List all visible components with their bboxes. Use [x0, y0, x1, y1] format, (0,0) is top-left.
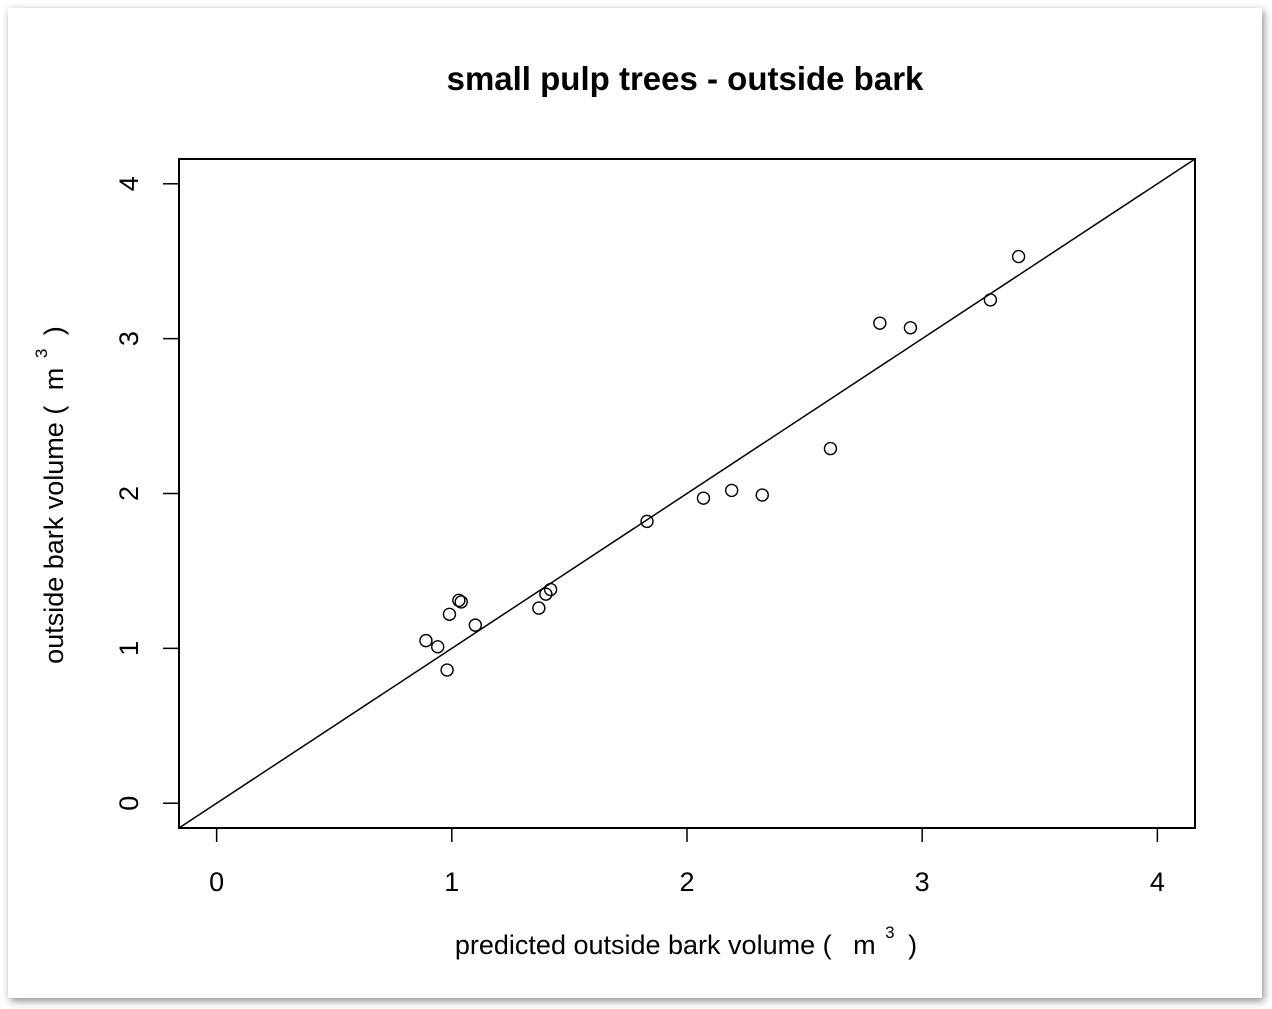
scatter-chart: small pulp trees - outside bark 0 1 2 3 4 0 1… — [23, 60, 1196, 960]
data-point — [452, 593, 466, 608]
data-point — [442, 607, 457, 621]
data-point — [873, 316, 887, 330]
data-point — [983, 293, 998, 307]
y-tick-label: 4 — [114, 176, 144, 191]
y-tick-label: 1 — [114, 641, 144, 656]
data-point — [696, 491, 711, 505]
x-axis: 0 1 2 3 4 — [209, 827, 1165, 897]
data-point — [903, 321, 918, 335]
data-points — [419, 249, 1026, 677]
data-point — [539, 587, 553, 601]
y-axis-label-suffix: ) — [39, 326, 69, 335]
x-tick-label: 4 — [1150, 867, 1165, 897]
data-point — [1011, 249, 1026, 264]
x-axis-label: predicted outside bark volume ( m 3 ) — [455, 914, 917, 960]
y-axis-label: outside bark volume ( m 3 ) — [23, 326, 69, 664]
y-tick-label: 2 — [114, 486, 144, 501]
data-point — [440, 663, 454, 677]
x-axis-label-sup: 3 — [885, 923, 894, 942]
data-point — [724, 483, 739, 498]
data-point — [823, 441, 838, 456]
data-point — [454, 595, 468, 609]
y-axis-label-unit: m — [39, 368, 69, 391]
y-axis-label-prefix: outside bark volume ( — [39, 406, 69, 664]
y-axis-label-sup: 3 — [32, 349, 51, 358]
data-point — [532, 601, 546, 615]
x-axis-label-unit: m — [853, 930, 876, 960]
data-point — [640, 514, 654, 529]
data-point — [431, 640, 445, 654]
y-tick-label: 0 — [114, 796, 144, 811]
x-axis-label-prefix: predicted outside bark volume ( — [455, 930, 832, 960]
x-axis-label-suffix: ) — [908, 930, 917, 960]
data-point — [755, 488, 769, 502]
y-axis: 0 1 2 3 4 — [114, 176, 180, 811]
x-tick-label: 3 — [915, 867, 930, 897]
data-point — [419, 633, 433, 648]
chart-title: small pulp trees - outside bark — [447, 60, 924, 97]
data-point — [543, 582, 558, 597]
chart-frame: small pulp trees - outside bark 0 1 2 3 4 0 1… — [8, 8, 1262, 998]
x-tick-label: 0 — [209, 867, 224, 897]
y-tick-label: 3 — [114, 331, 144, 346]
data-point — [468, 618, 483, 632]
x-tick-label: 1 — [444, 867, 459, 897]
identity-reference-line — [178, 158, 1196, 829]
x-tick-label: 2 — [679, 867, 694, 897]
